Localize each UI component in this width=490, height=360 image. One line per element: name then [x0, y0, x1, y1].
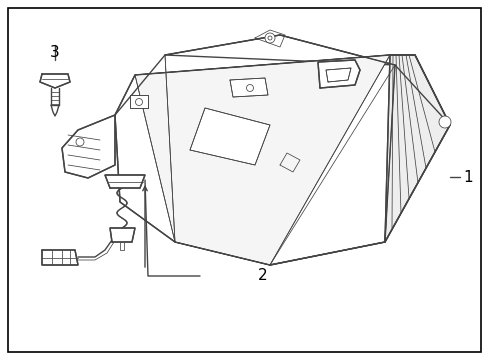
Polygon shape	[110, 228, 135, 242]
Circle shape	[246, 85, 253, 91]
Polygon shape	[130, 95, 148, 108]
Circle shape	[439, 116, 451, 128]
Text: 2: 2	[258, 269, 268, 284]
Polygon shape	[42, 250, 78, 265]
Polygon shape	[190, 108, 270, 165]
Polygon shape	[230, 78, 268, 97]
Polygon shape	[385, 55, 450, 242]
Text: 3: 3	[50, 45, 60, 59]
Circle shape	[265, 33, 275, 43]
Circle shape	[136, 99, 143, 105]
Polygon shape	[62, 115, 115, 178]
Circle shape	[268, 36, 272, 40]
Polygon shape	[135, 55, 390, 265]
Circle shape	[76, 138, 84, 146]
Polygon shape	[326, 68, 351, 82]
Text: 1: 1	[463, 170, 473, 185]
Polygon shape	[105, 175, 145, 188]
Polygon shape	[115, 35, 450, 265]
Polygon shape	[318, 60, 360, 88]
Polygon shape	[40, 74, 70, 88]
